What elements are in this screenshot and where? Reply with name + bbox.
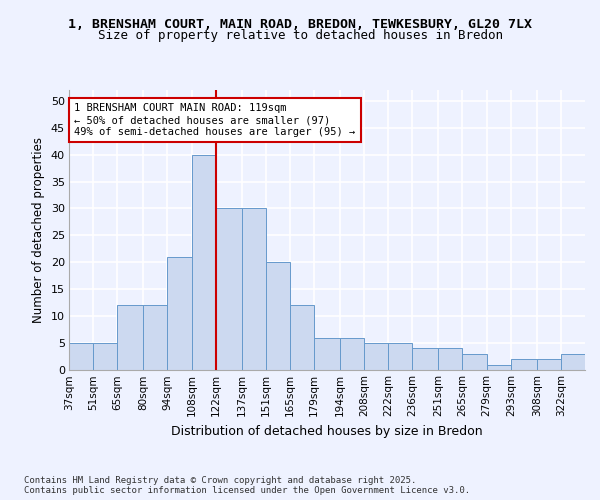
Y-axis label: Number of detached properties: Number of detached properties <box>32 137 45 323</box>
Text: 1 BRENSHAM COURT MAIN ROAD: 119sqm
← 50% of detached houses are smaller (97)
49%: 1 BRENSHAM COURT MAIN ROAD: 119sqm ← 50%… <box>74 104 355 136</box>
Bar <box>536 359 561 370</box>
Bar <box>439 348 463 370</box>
Bar <box>290 306 314 370</box>
Bar <box>242 208 266 370</box>
Text: Size of property relative to detached houses in Bredon: Size of property relative to detached ho… <box>97 29 503 42</box>
Bar <box>463 354 487 370</box>
Bar <box>191 154 215 370</box>
Text: Contains HM Land Registry data © Crown copyright and database right 2025.
Contai: Contains HM Land Registry data © Crown c… <box>24 476 470 495</box>
Bar <box>215 208 242 370</box>
X-axis label: Distribution of detached houses by size in Bredon: Distribution of detached houses by size … <box>171 424 483 438</box>
Bar <box>561 354 585 370</box>
Bar <box>340 338 364 370</box>
Bar <box>266 262 290 370</box>
Bar <box>143 306 167 370</box>
Bar <box>511 359 536 370</box>
Bar <box>364 343 388 370</box>
Text: 1, BRENSHAM COURT, MAIN ROAD, BREDON, TEWKESBURY, GL20 7LX: 1, BRENSHAM COURT, MAIN ROAD, BREDON, TE… <box>68 18 532 30</box>
Bar <box>487 364 511 370</box>
Bar <box>69 343 93 370</box>
Bar <box>388 343 412 370</box>
Bar <box>167 257 191 370</box>
Bar <box>314 338 340 370</box>
Bar <box>93 343 118 370</box>
Bar <box>118 306 143 370</box>
Bar <box>412 348 439 370</box>
